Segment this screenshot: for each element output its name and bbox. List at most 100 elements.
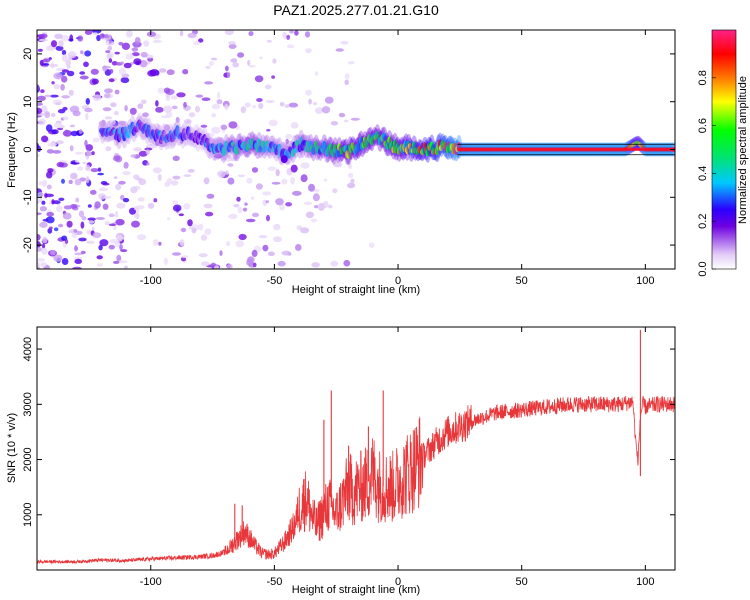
spectrogram-noise-blob (214, 265, 220, 269)
figure-title: PAZ1.2025.277.01.21.G10 (273, 2, 439, 18)
spectrogram-noise-blob (230, 58, 238, 63)
spectrogram-noise-blob (85, 98, 91, 105)
spectrogram-noise-blob (108, 244, 116, 250)
spectrogram-noise-blob (200, 234, 208, 241)
spectrogram-noise-blob (99, 33, 106, 39)
spectrogram-noise-blob (146, 61, 151, 65)
spectrogram-noise-blob (98, 244, 103, 251)
spectrogram-ridge-cell (429, 141, 434, 151)
spectrogram-noise-blob (116, 254, 122, 262)
spectrogram-noise-blob (56, 161, 65, 168)
spectrogram-noise-blob (37, 102, 43, 106)
spectrogram-noise-blob (227, 163, 234, 167)
spectrogram-noise-blob (267, 166, 277, 171)
spectrogram-noise-blob (79, 75, 89, 80)
spectrogram-noise-blob (273, 223, 281, 231)
spectrogram-noise-blob (137, 197, 145, 202)
spectrogram-noise-blob (315, 71, 319, 76)
spectrogram-noise-blob (242, 207, 248, 212)
spectrogram-noise-blob (108, 78, 115, 83)
spectrogram-noise-blob (335, 48, 344, 52)
spectrogram-noise-blob (40, 33, 48, 39)
spectrogram-noise-blob (131, 52, 140, 57)
spectrogram-noise-blob (39, 59, 44, 66)
spectrogram-noise-blob (55, 140, 64, 145)
spectrogram-noise-blob (120, 194, 125, 200)
spectrogram-noise-blob (40, 105, 48, 113)
spectrogram-noise-blob (251, 167, 259, 173)
spectrogram-noise-blob (330, 121, 339, 126)
spectrogram-noise-blob (277, 260, 286, 267)
x-tick-label: 100 (636, 576, 654, 588)
spectrogram-noise-blob (119, 244, 123, 251)
spectrogram-noise-blob (203, 177, 210, 185)
spectrogram-noise-blob (244, 202, 248, 206)
spectrogram-noise-blob (58, 40, 64, 47)
spectrogram-noise-blob (50, 112, 56, 118)
spectrogram-noise-blob (85, 144, 94, 152)
spectrogram-noise-blob (271, 181, 281, 185)
spectrogram-noise-blob (305, 89, 312, 96)
spectrogram-noise-blob (134, 212, 140, 219)
spectrogram-noise-blob (147, 202, 155, 209)
spectrogram-noise-blob (79, 71, 86, 75)
spectrogram-noise-blob (55, 45, 64, 51)
spectrogram-noise-blob (195, 94, 204, 98)
spectrogram-noise-blob (200, 261, 210, 267)
spectrogram-noise-blob (247, 59, 251, 66)
spectrogram-noise-blob (183, 174, 192, 178)
spectrogram-noise-blob (105, 146, 112, 152)
snr-panel: -100 -50 0 50 100 1000 2000 3000 4000 Height of… (6, 326, 676, 596)
spectrogram-noise-blob (217, 170, 226, 178)
spectrogram-noise-blob (286, 44, 295, 49)
spectrogram-noise-blob (72, 110, 81, 117)
spectrogram-noise-blob (258, 235, 268, 239)
spectrogram-noise-blob (133, 147, 142, 152)
spectrogram-noise-blob (248, 31, 254, 37)
spectrogram-noise-blob (152, 167, 162, 174)
spectrogram-noise-blob (114, 51, 120, 55)
spectrogram-noise-blob (110, 102, 117, 108)
spectrogram-noise-blob (51, 40, 57, 48)
spectrogram-noise-blob (163, 105, 173, 113)
y-tick-label: 0 (22, 146, 34, 152)
spectrogram-noise-blob (74, 258, 82, 264)
spectrogram-noise-blob (219, 250, 223, 256)
spectrogram-noise-blob (47, 168, 54, 173)
spectrogram-noise-blob (138, 150, 148, 157)
spectrogram-noise-blob (205, 65, 211, 69)
colorbar-gradient (712, 30, 736, 269)
spectrogram-noise-blob (178, 213, 184, 217)
spectrogram-noise-blob (157, 87, 165, 94)
spectrogram-noise-blob (68, 89, 74, 96)
spectrogram-noise-blob (80, 50, 84, 55)
spectrogram-noise-blob (240, 106, 247, 114)
spectrogram-noise-blob (198, 223, 204, 231)
spectrogram-noise-blob (210, 57, 218, 61)
spectrogram-noise-blob (211, 103, 221, 110)
spectrogram-noise-blob (94, 201, 101, 209)
spectrogram-noise-blob (121, 42, 130, 50)
spectrogram-noise-blob (80, 250, 86, 255)
spectrogram-noise-blob (248, 65, 256, 68)
spectrogram-noise-blob (136, 177, 143, 181)
spectrogram-noise-blob (84, 107, 93, 113)
spectrogram-noise-blob (232, 62, 239, 68)
spectrogram-noise-blob (305, 48, 312, 54)
spectrogram-noise-blob (330, 260, 339, 267)
spectrogram-branch-cell (290, 164, 298, 173)
snr-x-axis-title: Height of straight line (km) (292, 584, 420, 596)
spectrogram-noise-blob (172, 252, 181, 256)
spectrogram-noise-blob (48, 226, 53, 230)
spectrogram-noise-blob (369, 242, 375, 249)
spectrogram-noise-blob (82, 161, 87, 165)
spectrogram-noise-blob (323, 178, 328, 182)
spectrogram-noise-blob (170, 95, 178, 100)
spectrogram-noise-blob (107, 45, 113, 51)
spectrogram-noise-blob (140, 135, 147, 141)
spectrogram-noise-blob (72, 266, 82, 269)
spectrogram-noise-blob (281, 250, 291, 256)
spectrogram-noise-blob (262, 191, 272, 196)
spectrogram-branch-cell (308, 183, 315, 192)
spectrogram-noise-blob (114, 89, 120, 95)
